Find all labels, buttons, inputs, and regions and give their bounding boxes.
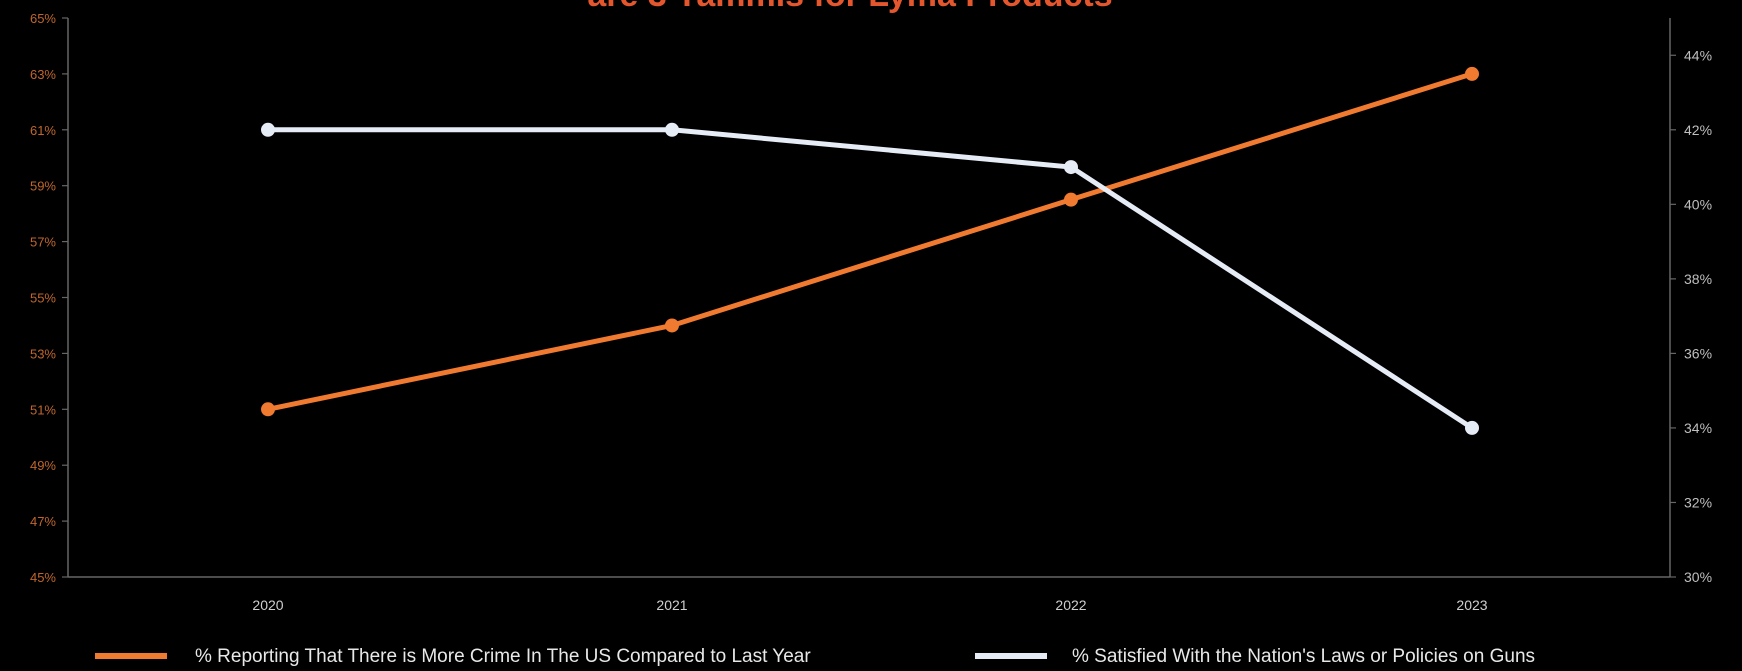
series-2-point — [1465, 420, 1479, 435]
right-tick-label: 36% — [1684, 345, 1712, 361]
right-tick-label: 38% — [1684, 271, 1712, 287]
left-tick-label: 65% — [30, 11, 56, 26]
left-tick-label: 57% — [30, 235, 56, 250]
left-tick-label: 59% — [30, 179, 56, 194]
chart-title: are 3 Yammis for Lyma Products — [587, 0, 1112, 14]
x-axis-ticks: 2020 2021 2022 2023 — [252, 597, 1487, 613]
legend-label-1: % Reporting That There is More Crime In … — [195, 646, 811, 667]
series-line-2 — [265, 127, 1475, 431]
x-tick-label: 2021 — [656, 597, 687, 613]
left-tick-label: 53% — [30, 346, 56, 361]
right-tick-label: 42% — [1684, 122, 1712, 138]
x-tick-label: 2020 — [252, 597, 283, 613]
series-1-point — [261, 402, 275, 417]
legend-label-2: % Satisfied With the Nation's Laws or Po… — [1072, 646, 1535, 667]
right-tick-label: 34% — [1684, 420, 1712, 436]
left-tick-label: 47% — [30, 514, 56, 529]
left-axis-ticks: 45% 47% 49% 51% 53% 55% 57% 59% 61% 63% 65% — [30, 11, 68, 585]
right-tick-label: 30% — [1684, 569, 1712, 585]
right-tick-label: 40% — [1684, 196, 1712, 212]
x-tick-label: 2022 — [1055, 597, 1086, 613]
left-tick-label: 55% — [30, 291, 56, 306]
left-tick-label: 61% — [30, 123, 56, 138]
left-tick-label: 63% — [30, 67, 56, 82]
left-tick-label: 49% — [30, 458, 56, 473]
right-tick-label: 44% — [1684, 47, 1712, 63]
series-2-point — [261, 122, 275, 137]
right-axis-ticks: 30% 32% 34% 36% 38% 40% 42% 44% — [1670, 47, 1712, 585]
series-1-point — [665, 318, 679, 333]
right-tick-label: 32% — [1684, 494, 1712, 510]
series-group — [261, 66, 1479, 435]
series-1-point — [1064, 192, 1078, 207]
left-tick-label: 51% — [30, 402, 56, 417]
series-2-point — [665, 122, 679, 137]
series-line-1 — [265, 71, 1475, 412]
legend: % Reporting That There is More Crime In … — [95, 646, 1535, 667]
series-2-point — [1064, 160, 1078, 175]
series-1-point — [1465, 66, 1479, 81]
left-tick-label: 45% — [30, 570, 56, 585]
x-tick-label: 2023 — [1456, 597, 1487, 613]
